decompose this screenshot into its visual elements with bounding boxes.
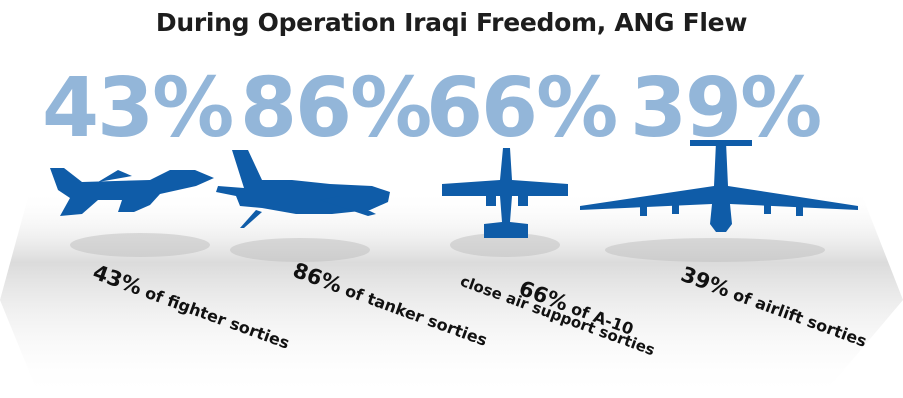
tanker-aircraft-icon	[216, 150, 390, 228]
airlift-shadow	[605, 238, 825, 262]
a10-aircraft-icon	[442, 148, 568, 238]
airlift-percent: 39%	[630, 61, 822, 156]
fighter-jet-icon	[50, 168, 214, 216]
a10-shadow	[450, 233, 560, 257]
a10-percent: 66%	[426, 61, 618, 156]
tanker-percent: 86%	[240, 61, 432, 156]
fighter-percent: 43%	[42, 61, 234, 156]
page-title: During Operation Iraqi Freedom, ANG Flew	[155, 8, 748, 37]
airlift-aircraft-icon	[580, 140, 858, 232]
fighter-shadow	[70, 233, 210, 257]
tanker-shadow	[230, 238, 370, 262]
